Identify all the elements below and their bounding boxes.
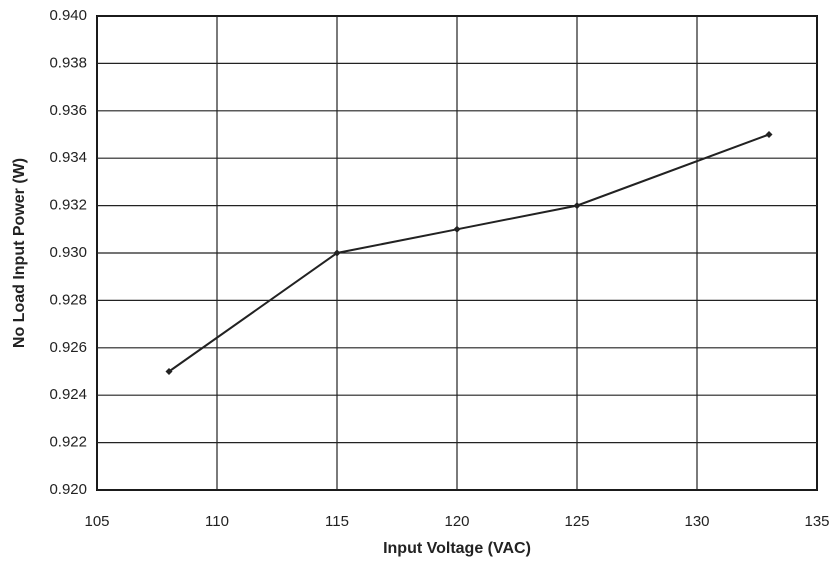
y-tick-label: 0.920 bbox=[49, 481, 87, 498]
y-tick-label: 0.924 bbox=[49, 386, 87, 403]
y-tick-label: 0.940 bbox=[49, 7, 87, 24]
y-tick-label: 0.934 bbox=[49, 149, 87, 166]
y-tick-label: 0.922 bbox=[49, 434, 87, 451]
x-tick-label: 110 bbox=[205, 513, 229, 530]
y-axis-title: No Load Input Power (W) bbox=[11, 158, 28, 348]
data-point bbox=[165, 368, 173, 375]
x-axis-title: Input Voltage (VAC) bbox=[383, 540, 531, 557]
data-point bbox=[333, 249, 341, 257]
y-tick-label: 0.928 bbox=[49, 291, 87, 308]
data-point bbox=[765, 131, 773, 138]
y-tick-label: 0.936 bbox=[49, 102, 87, 119]
y-tick-label: 0.932 bbox=[49, 197, 87, 214]
y-tick-label: 0.926 bbox=[49, 339, 87, 356]
x-tick-label: 135 bbox=[804, 513, 829, 530]
data-point bbox=[453, 225, 461, 233]
y-tick-label: 0.930 bbox=[49, 244, 87, 261]
x-tick-label: 115 bbox=[325, 513, 349, 530]
y-tick-label: 0.938 bbox=[49, 54, 87, 71]
x-tick-label: 105 bbox=[84, 513, 109, 530]
x-tick-label: 120 bbox=[444, 513, 469, 530]
x-tick-label: 125 bbox=[564, 513, 589, 530]
data-point bbox=[573, 202, 581, 210]
x-tick-label: 130 bbox=[684, 513, 709, 530]
